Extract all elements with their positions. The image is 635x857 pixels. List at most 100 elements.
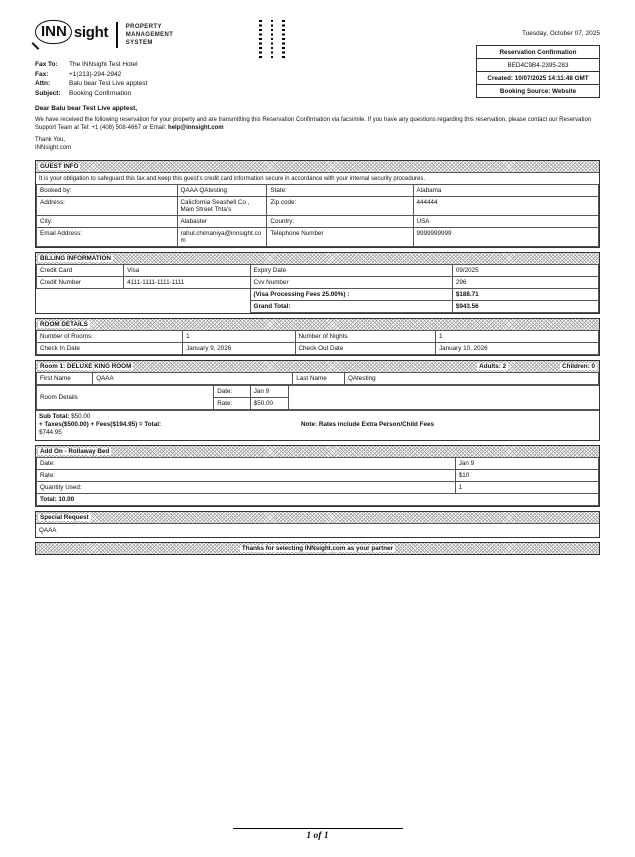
salutation: Dear Balu bear Test Live apptest, bbox=[35, 105, 138, 112]
zip-value: 444444 bbox=[412, 196, 600, 216]
fax-to-value: The INNsight Test Hotel bbox=[69, 61, 138, 68]
footer-divider bbox=[232, 828, 403, 829]
tagline-line: PROPERTY bbox=[125, 24, 162, 30]
punch-mark-column bbox=[282, 20, 285, 58]
expiry-label: Expiry Date bbox=[249, 264, 453, 277]
addon-total-row: Total: 10.00 bbox=[36, 493, 599, 506]
subject-value: Booking Confirmation bbox=[69, 89, 132, 97]
fax-number-row: Fax: +1(213)-294-2942 bbox=[35, 70, 335, 80]
fax-to-label: Fax To: bbox=[35, 61, 58, 68]
special-request-section: Special Request QAAA bbox=[35, 511, 600, 538]
addon-total-value: 10.00 bbox=[58, 496, 75, 503]
booked-by-label: Booked by: bbox=[36, 184, 178, 197]
room1-title: Room 1: DELUXE KING ROOM bbox=[38, 363, 134, 370]
room-details-header: ROOM DETAILS bbox=[36, 319, 599, 330]
room-subtotal-block: Sub Total: $50.00 + Taxes($500.00) + Fee… bbox=[36, 410, 599, 440]
addon-rate-label: Rate: bbox=[36, 469, 456, 482]
brand-text: sight bbox=[73, 23, 109, 41]
city-value: Alabaster bbox=[176, 215, 268, 228]
city-label: City: bbox=[36, 215, 178, 228]
thank-you-block: Thank You, INNsight.com bbox=[35, 137, 600, 152]
tagline-line: SYSTEM bbox=[125, 40, 153, 46]
guest-info-title: GUEST INFO bbox=[38, 163, 81, 170]
guest-name-table: First Name QAAA Last Name QAtesting bbox=[35, 372, 600, 385]
guest-name-row: First Name QAAA Last Name QAtesting bbox=[35, 372, 600, 385]
checkout-label: Check Out Date bbox=[294, 342, 436, 355]
billing-row: Credit Card Visa Expiry Date 09/2025 bbox=[35, 264, 600, 277]
logo-divider bbox=[116, 22, 118, 48]
addon-date-value: Jan 9 bbox=[454, 457, 600, 470]
state-label: State: bbox=[266, 184, 414, 197]
subject-label: Subject: bbox=[35, 89, 61, 97]
room-details-table: Number of Rooms: 1 Number of Nights 1 Ch… bbox=[35, 330, 599, 355]
adults-count: Adults: 2 bbox=[477, 363, 509, 370]
logo-tagline: PROPERTY MANAGEMENT SYSTEM bbox=[126, 23, 174, 47]
document-header: INN sight PROPERTY MANAGEMENT SYSTEM bbox=[35, 16, 600, 58]
page-footer: 1 of 1 bbox=[0, 828, 635, 841]
state-value: Alabama bbox=[412, 184, 600, 197]
processing-fees-value: $188.71 bbox=[451, 288, 600, 301]
country-label: Country: bbox=[266, 215, 414, 228]
email-value: rahul.chimaniya@innsight.com bbox=[176, 227, 268, 247]
email-label: Email Address: bbox=[36, 227, 178, 247]
cvv-value: 296 bbox=[451, 276, 600, 289]
rate-date-value: Jan 9 bbox=[249, 385, 290, 398]
credit-number-label: Credit Number bbox=[35, 276, 125, 289]
room-rate-empty bbox=[288, 385, 599, 410]
phone-value: 9999999999 bbox=[412, 227, 600, 247]
room-rate-table: Room Details Date: Jan 9 Rate: $50.00 bbox=[35, 385, 600, 410]
expiry-value: 09/2025 bbox=[451, 264, 600, 277]
footer-thanks-text: Thanks for selecting INNsight.com as you… bbox=[239, 545, 396, 552]
reservation-confirmation-box: Reservation Confirmation BED4C9B4-2395-2… bbox=[476, 45, 600, 98]
booking-source: Booking Source: Website bbox=[499, 87, 577, 95]
attn-label: Attn: bbox=[35, 80, 51, 87]
addon-row: Rate: $10 bbox=[36, 469, 600, 482]
special-request-header: Special Request bbox=[36, 512, 599, 523]
room-details-row: Number of Rooms: 1 Number of Nights 1 bbox=[35, 330, 599, 343]
addon-table: Date: Jan 9 Rate: $10 Quantity Used: 1 T… bbox=[36, 457, 600, 506]
innsight-logo: INN sight bbox=[35, 20, 108, 44]
num-nights-value: 1 bbox=[435, 330, 599, 343]
room-rate-row: Rate: $50.00 bbox=[37, 397, 600, 410]
created-timestamp: Created: 10/07/2025 14:11:48 GMT bbox=[477, 72, 599, 85]
tagline-line: MANAGEMENT bbox=[125, 32, 174, 38]
addon-total-cell: Total: 10.00 bbox=[36, 493, 599, 506]
billing-title: BILLING INFORMATION bbox=[38, 255, 113, 262]
thank-you-text: Thank You, bbox=[35, 137, 66, 143]
security-note: It is your obligation to safeguard this … bbox=[36, 172, 599, 184]
document-date: Tuesday, October 07, 2025 bbox=[521, 30, 600, 37]
sub-total-value: $50.00 bbox=[71, 413, 91, 420]
guest-info-row: Address: Calicfornia Seashell Co , Main … bbox=[36, 196, 600, 216]
addon-total-label: Total: bbox=[40, 496, 57, 503]
addon-row: Date: Jan 9 bbox=[36, 457, 600, 470]
first-name-value: QAAA bbox=[92, 372, 294, 385]
last-name-value: QAtesting bbox=[343, 372, 600, 385]
subject-row: Subject: Booking Confirmation bbox=[35, 89, 335, 99]
signature-text: INNsight.com bbox=[35, 144, 72, 151]
addon-section: Add On - Rollaway Bed Date: Jan 9 Rate: … bbox=[35, 445, 600, 507]
magnifier-icon: INN bbox=[35, 20, 72, 44]
num-rooms-label: Number of Rooms: bbox=[35, 330, 184, 343]
num-rooms-value: 1 bbox=[182, 330, 296, 343]
guest-info-row: City: Alabaster Country: USA bbox=[36, 215, 600, 228]
document-page: INN sight PROPERTY MANAGEMENT SYSTEM Tues… bbox=[0, 0, 635, 555]
guest-info-section: GUEST INFO It is your obligation to safe… bbox=[35, 160, 600, 248]
addon-qty-label: Quantity Used: bbox=[36, 481, 456, 494]
grand-total-value: $943.56 bbox=[451, 300, 600, 313]
addon-date-label: Date: bbox=[36, 457, 456, 470]
total-value: $744.95 bbox=[39, 429, 62, 436]
zip-label: Zip code: bbox=[266, 196, 414, 216]
attn-value: Balu bear Test Live apptest bbox=[69, 80, 148, 87]
support-email: help@innsight.com bbox=[168, 124, 224, 131]
room-details-section: ROOM DETAILS Number of Rooms: 1 Number o… bbox=[35, 318, 600, 356]
fax-number-label: Fax: bbox=[35, 70, 49, 78]
checkout-value: January 10, 2026 bbox=[435, 342, 599, 355]
address-label: Address: bbox=[36, 196, 178, 216]
reservation-box-title: Reservation Confirmation bbox=[477, 46, 599, 59]
processing-fees-label: (Visa Processing Fees 25.00%) : bbox=[249, 288, 453, 301]
total-formula: + Taxes($500.00) + Fees($194.95) = Total… bbox=[39, 421, 162, 428]
billing-section: BILLING INFORMATION Credit Card Visa Exp… bbox=[35, 252, 600, 314]
rate-value: $50.00 bbox=[249, 397, 290, 410]
grand-total-label: Grand Total: bbox=[249, 300, 453, 313]
rate-date-label: Date: bbox=[213, 385, 251, 398]
